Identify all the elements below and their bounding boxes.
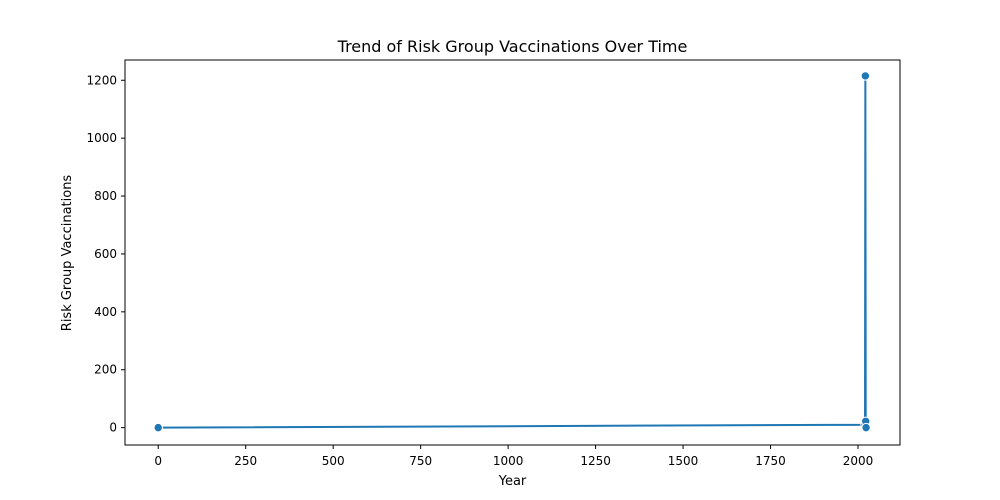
x-tick-label: 250 (234, 454, 257, 468)
data-point (153, 422, 163, 433)
y-tick-label: 800 (94, 189, 117, 203)
y-axis-label: Risk Group Vaccinations (60, 175, 75, 332)
x-axis-label: Year (498, 474, 527, 489)
y-tick-label: 1200 (86, 73, 117, 87)
x-tick-label: 1500 (668, 454, 699, 468)
data-point (861, 422, 871, 433)
x-tick-label: 750 (409, 454, 432, 468)
x-tick-label: 0 (154, 454, 162, 468)
x-tick-label: 2000 (843, 454, 874, 468)
plot-area (124, 59, 901, 446)
y-tick-label: 1000 (86, 131, 117, 145)
y-tick-label: 400 (94, 305, 117, 319)
x-tick-label: 1250 (580, 454, 611, 468)
data-point (860, 71, 871, 81)
x-tick-label: 1750 (755, 454, 786, 468)
y-tick-label: 200 (94, 363, 117, 377)
series-layer (153, 71, 871, 433)
x-tick-label: 500 (322, 454, 345, 468)
chart-title: Trend of Risk Group Vaccinations Over Ti… (337, 37, 688, 56)
x-axis: 0 250 500 750 1000 1250 1500 1750 2000 (154, 445, 873, 468)
y-tick-label: 0 (109, 421, 117, 435)
y-axis: 0 200 400 600 800 1000 1200 (86, 73, 125, 435)
plot-frame (124, 59, 901, 446)
x-tick-label: 1000 (493, 454, 524, 468)
series-line (157, 74, 868, 429)
y-tick-label: 600 (94, 247, 117, 261)
